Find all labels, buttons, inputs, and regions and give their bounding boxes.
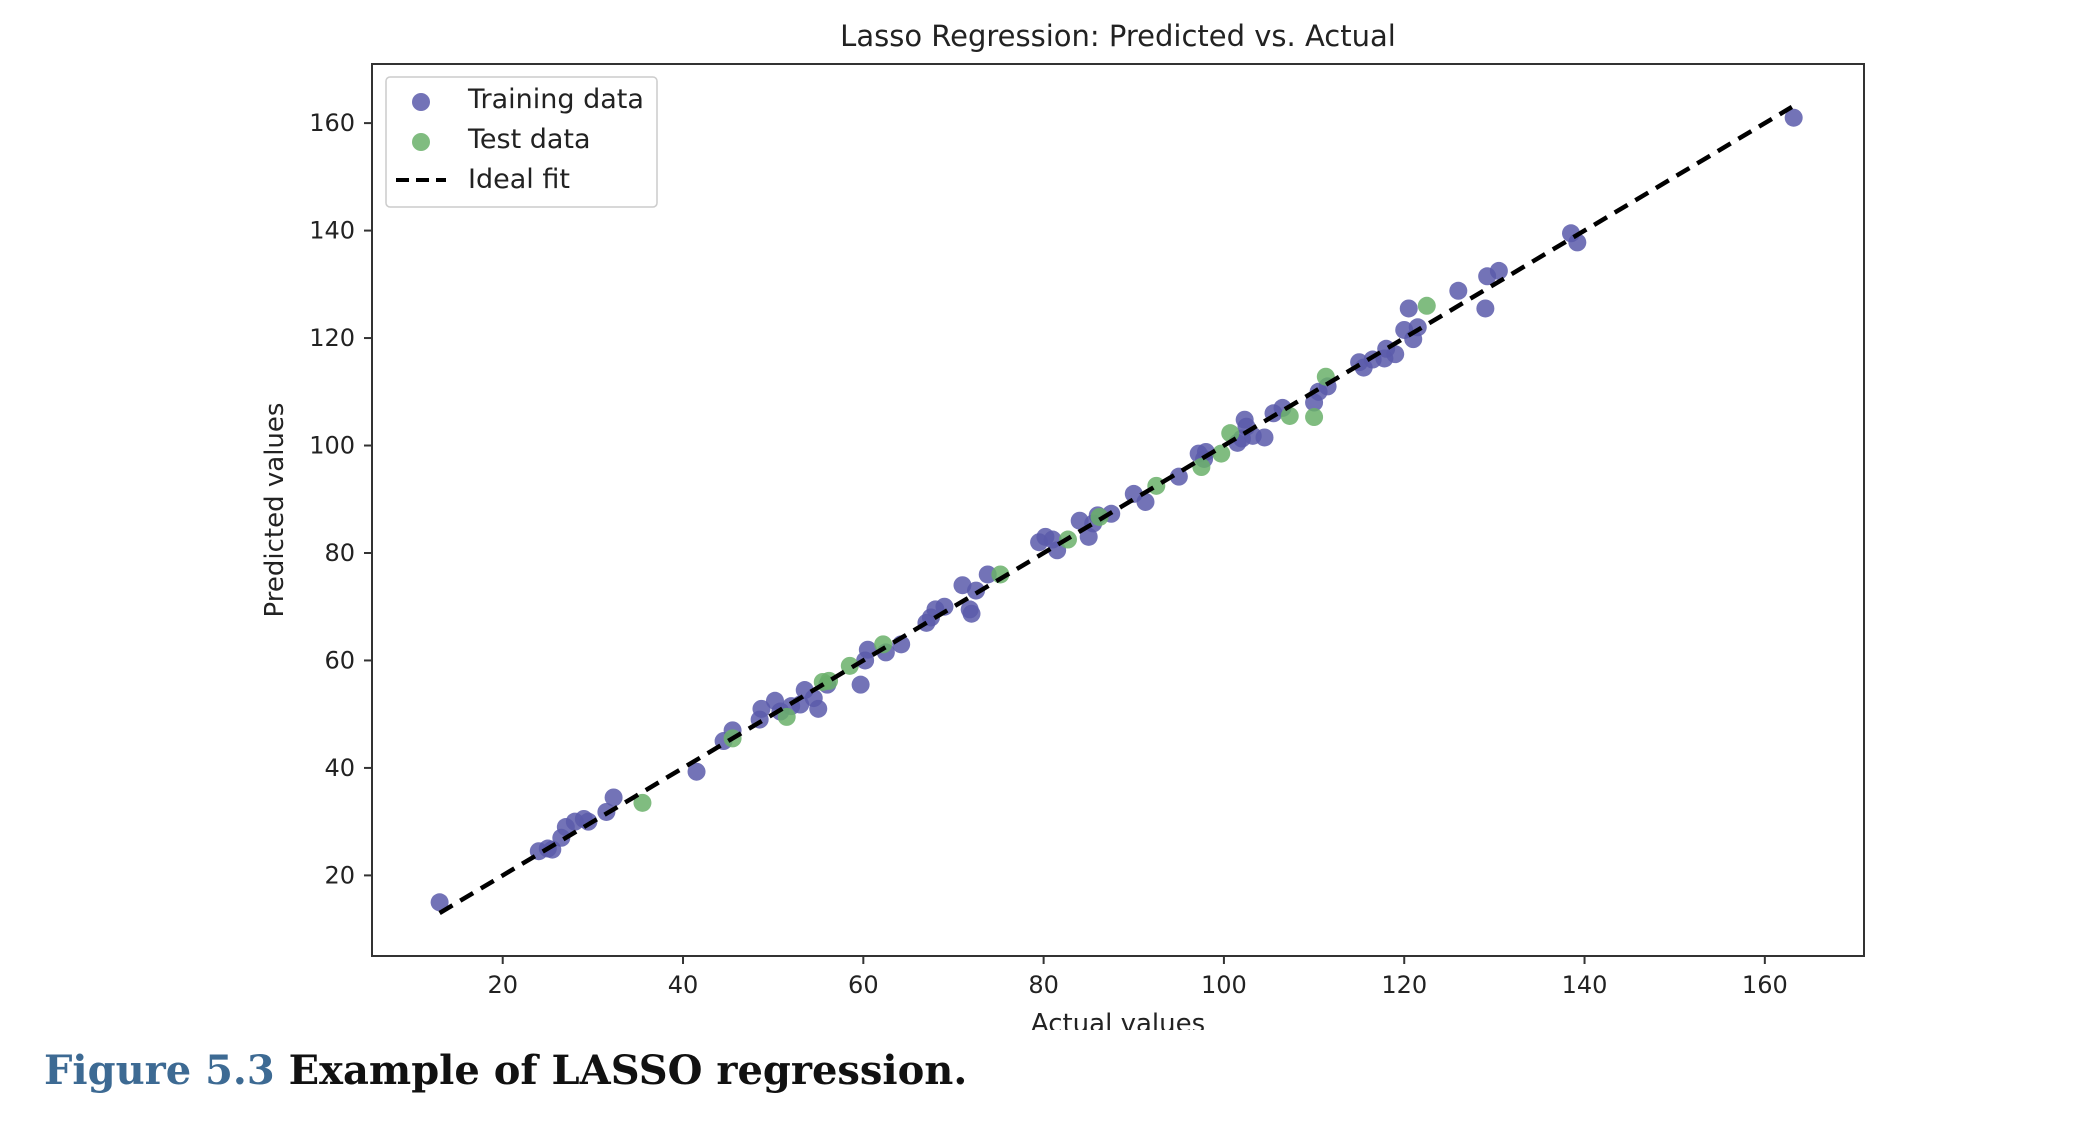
test-data-point <box>1192 458 1211 477</box>
x-axis-ticks: 20 40 60 80 100 120 140 160 <box>487 956 1788 999</box>
training-data-point <box>978 565 997 584</box>
training-data-point <box>1476 299 1495 318</box>
y-tick-label: 20 <box>324 861 355 889</box>
test-data-point <box>1212 444 1231 463</box>
training-data-point <box>687 762 706 781</box>
training-data-point <box>1399 299 1418 318</box>
x-tick-label: 60 <box>848 971 879 999</box>
figure-number: Figure 5.3 <box>44 1047 275 1094</box>
series-layer <box>430 105 1803 915</box>
training-data-point <box>1489 261 1508 280</box>
y-tick-label: 40 <box>324 754 355 782</box>
y-tick-label: 160 <box>309 109 355 137</box>
test-data-point <box>633 793 652 812</box>
x-tick-label: 100 <box>1201 971 1247 999</box>
training-data-point <box>962 604 981 623</box>
x-axis-label: Actual values <box>1031 1009 1205 1030</box>
x-tick-label: 120 <box>1381 971 1427 999</box>
training-data-point <box>1136 492 1155 511</box>
legend-label-test: Test data <box>467 124 591 155</box>
training-data-point <box>1568 233 1587 252</box>
legend-marker-test <box>412 133 430 151</box>
x-tick-label: 20 <box>487 971 518 999</box>
test-data-point <box>1305 408 1324 427</box>
y-axis-label: Predicted values <box>260 403 290 618</box>
lasso-chart: Lasso Regression: Predicted vs. Actual 2… <box>260 19 1865 1030</box>
y-axis-ticks: 20 40 60 80 100 120 140 160 <box>309 109 372 889</box>
y-tick-label: 140 <box>309 217 355 245</box>
training-data-point <box>967 581 986 600</box>
test-data-point <box>1090 507 1109 526</box>
training-data-point <box>1784 108 1803 127</box>
training-data-point <box>953 576 972 595</box>
training-data-point <box>604 788 623 807</box>
legend-label-training: Training data <box>467 84 644 115</box>
training-data-point <box>752 699 771 718</box>
training-data-point <box>1449 281 1468 300</box>
x-tick-label: 160 <box>1742 971 1788 999</box>
test-data-point <box>1417 296 1436 315</box>
chart-title: Lasso Regression: Predicted vs. Actual <box>840 19 1396 53</box>
y-tick-label: 120 <box>309 324 355 352</box>
training-data-point <box>430 893 449 912</box>
figure-caption: Figure 5.3 Example of LASSO regression. <box>44 1051 967 1091</box>
test-data-point <box>777 707 796 726</box>
training-data-point <box>1255 428 1274 447</box>
x-tick-label: 80 <box>1028 971 1059 999</box>
training-data-point <box>851 675 870 694</box>
training-data-point <box>935 597 954 616</box>
legend: Training data Test data Ideal fit <box>385 76 658 208</box>
y-tick-label: 80 <box>324 539 355 567</box>
x-tick-label: 140 <box>1562 971 1608 999</box>
training-data-point <box>1386 345 1405 364</box>
legend-marker-training <box>412 93 430 111</box>
y-tick-label: 60 <box>324 646 355 674</box>
y-tick-label: 100 <box>309 432 355 460</box>
x-tick-label: 40 <box>668 971 699 999</box>
test-data-point <box>1280 406 1299 425</box>
training-data-point <box>1070 511 1089 530</box>
figure-caption-text: Example of LASSO regression. <box>288 1047 968 1094</box>
training-data-point <box>809 699 828 718</box>
legend-label-ideal-fit: Ideal fit <box>468 164 570 195</box>
legend-box <box>385 76 658 208</box>
test-data-point <box>840 656 859 675</box>
